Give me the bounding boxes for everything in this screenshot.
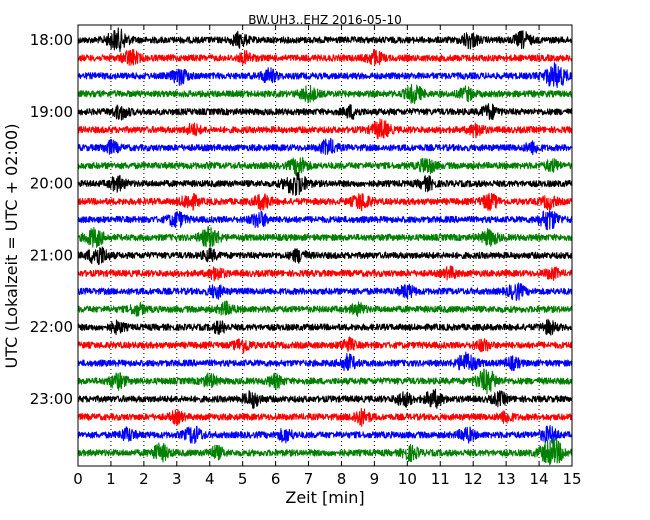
trace-row <box>77 27 573 53</box>
x-tick-label: 6 <box>271 470 281 488</box>
x-tick-label: 2 <box>139 470 149 488</box>
trace-row <box>77 407 573 427</box>
trace-row <box>77 83 573 104</box>
chart-title: BW.UH3..EHZ 2016-05-10 <box>248 13 402 27</box>
trace-row <box>77 368 573 395</box>
y-axis-label: UTC (Lokalzeit = UTC + 02:00) <box>2 124 21 369</box>
x-tick-label: 4 <box>205 470 215 488</box>
trace-row <box>77 156 573 176</box>
x-tick-label: 12 <box>464 470 483 488</box>
seismogram-traces <box>77 27 573 466</box>
trace-row <box>77 351 573 372</box>
trace-row <box>77 103 573 121</box>
plot-frame <box>77 24 573 467</box>
trace-row <box>77 336 573 354</box>
x-tick-label: 10 <box>398 470 417 488</box>
trace-row <box>77 388 573 409</box>
trace-row <box>77 282 573 301</box>
trace-row <box>77 265 573 282</box>
x-tick-label: 15 <box>562 470 581 488</box>
trace-row <box>77 171 573 196</box>
y-tick-label: 21:00 <box>30 246 73 264</box>
y-tick-label: 20:00 <box>30 175 73 193</box>
x-tick-label: 3 <box>172 470 182 488</box>
x-tick-label: 5 <box>238 470 248 488</box>
y-tick-label: 23:00 <box>30 390 73 408</box>
x-tick-label: 8 <box>337 470 347 488</box>
y-axis-ticks: 18:00 19:00 20:00 21:00 22:00 23:00 <box>30 31 572 408</box>
trace-row <box>77 246 573 266</box>
y-tick-label: 22:00 <box>30 318 73 336</box>
x-tick-label: 11 <box>431 470 450 488</box>
x-tick-label: 13 <box>497 470 516 488</box>
trace-row <box>77 225 573 249</box>
trace-row <box>77 438 573 466</box>
trace-row <box>77 300 573 317</box>
y-tick-label: 19:00 <box>30 103 73 121</box>
x-tick-label: 9 <box>370 470 380 488</box>
trace-row <box>77 425 573 444</box>
x-axis-ticks: 0 1 2 3 4 5 6 7 8 9 10 11 12 13 14 15 <box>73 25 582 488</box>
trace-row <box>77 138 573 156</box>
x-tick-label: 7 <box>304 470 314 488</box>
x-tick-label: 14 <box>530 470 549 488</box>
trace-row <box>77 318 573 336</box>
trace-row <box>77 48 573 66</box>
vertical-grid <box>110 25 540 466</box>
x-axis-label: Zeit [min] <box>285 488 364 507</box>
x-tick-label: 0 <box>73 470 83 488</box>
trace-row <box>77 118 573 140</box>
trace-row <box>77 210 573 231</box>
trace-row <box>77 62 573 89</box>
y-tick-label: 18:00 <box>30 31 73 49</box>
x-tick-label: 1 <box>106 470 116 488</box>
trace-row <box>77 192 573 212</box>
